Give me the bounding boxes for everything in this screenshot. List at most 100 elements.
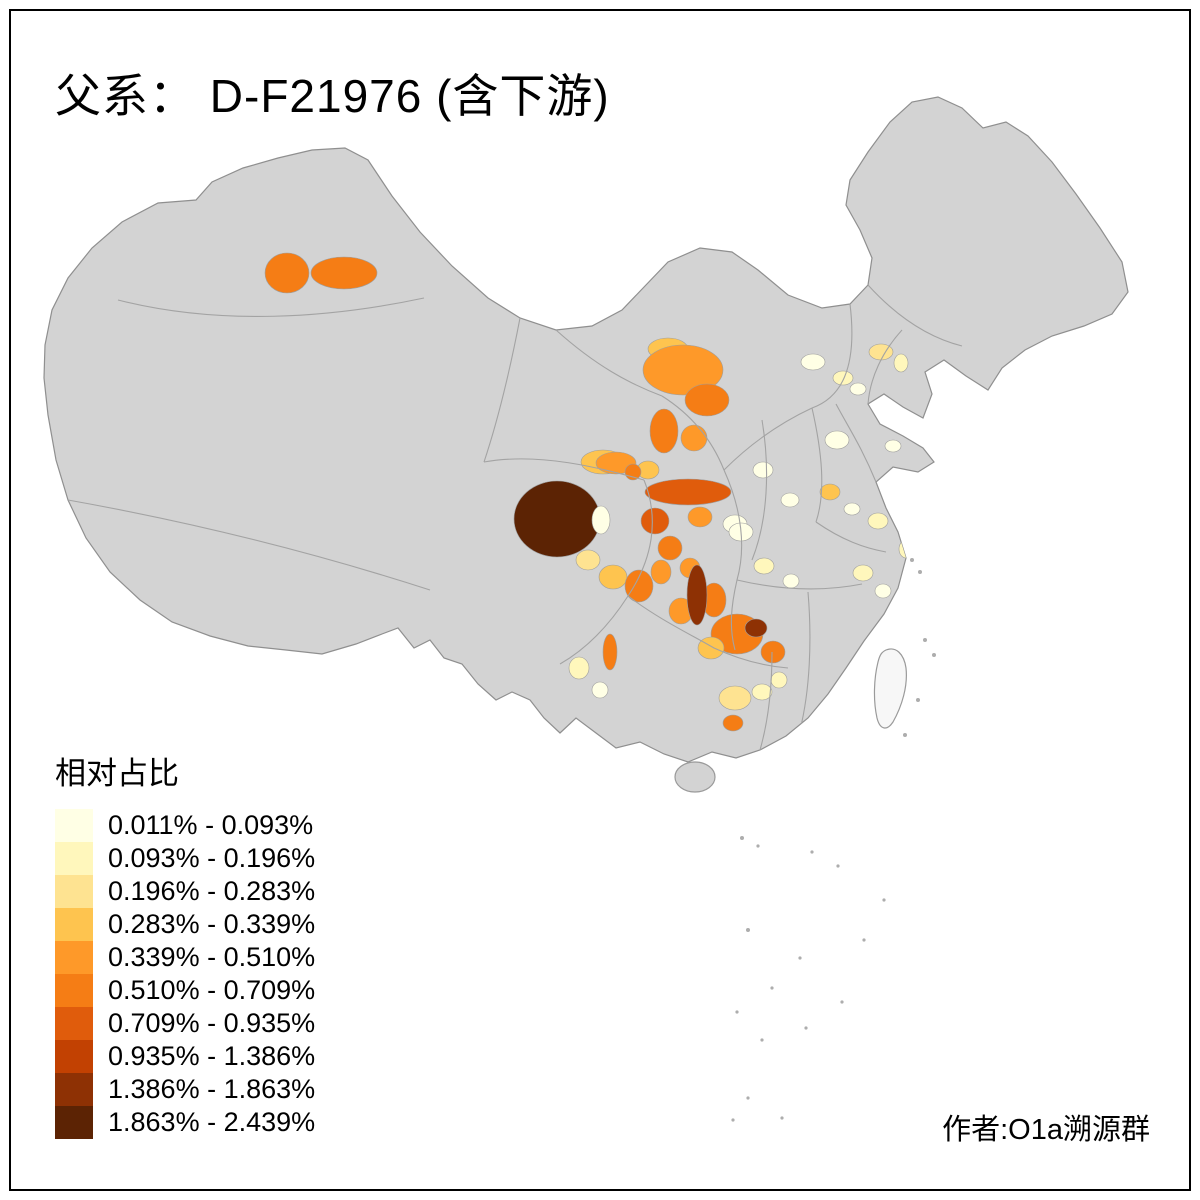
- legend-label: 0.196% - 0.283%: [108, 876, 316, 906]
- legend-label: 0.283% - 0.339%: [108, 909, 316, 939]
- island-dot: [746, 1096, 750, 1100]
- island-dot: [804, 1026, 808, 1030]
- province-border-line: [835, 403, 877, 483]
- province-border-line: [661, 395, 725, 471]
- legend-entry: 0.011% - 0.093%: [55, 809, 315, 842]
- map-region-patch: [642, 344, 724, 396]
- legend-swatch: [55, 974, 93, 1007]
- map-region-patch: [640, 507, 670, 535]
- map-region-patch: [602, 633, 618, 671]
- legend-label: 0.011% - 0.093%: [108, 810, 314, 840]
- province-border-line: [559, 479, 653, 665]
- china-mainland: [43, 96, 1129, 763]
- legend-swatch: [55, 1007, 93, 1040]
- legend-label: 0.093% - 0.196%: [108, 843, 316, 873]
- map-region-patch: [832, 370, 854, 386]
- island-dot: [862, 938, 866, 942]
- legend-entry: 0.510% - 0.709%: [55, 974, 315, 1007]
- province-border-line: [117, 297, 425, 317]
- province-border-line: [555, 329, 663, 397]
- island-dot: [760, 1038, 764, 1042]
- legend-entry: 0.935% - 1.386%: [55, 1040, 315, 1073]
- map-region-patch: [819, 483, 841, 501]
- province-borders: [67, 284, 963, 751]
- map-region-patch: [568, 656, 590, 680]
- map-region-patch: [686, 564, 708, 626]
- island-dot: [903, 733, 907, 737]
- island-dot: [840, 1000, 844, 1004]
- island-dot: [923, 638, 927, 642]
- map-region-patch: [697, 636, 725, 660]
- map-region-patch: [753, 557, 775, 575]
- map-region-patch: [657, 535, 683, 561]
- map-region-patch: [849, 382, 867, 396]
- legend-label: 0.935% - 1.386%: [108, 1041, 316, 1071]
- page-title: 父系： D-F21976 (含下游): [55, 70, 610, 122]
- taiwan-island: [873, 648, 907, 729]
- province-border-line: [759, 651, 773, 751]
- legend-swatch: [55, 1040, 93, 1073]
- map-region-patch: [264, 252, 310, 294]
- province-border-line: [723, 407, 813, 471]
- legend-swatch: [55, 875, 93, 908]
- credit-text: 作者:O1a溯源群: [942, 1114, 1150, 1146]
- map-region-patch: [624, 569, 654, 603]
- map-region-patch: [591, 681, 609, 699]
- province-border-line: [483, 317, 521, 463]
- south-china-sea-islands: [731, 558, 936, 1122]
- island-dot: [932, 653, 936, 657]
- map-region-patch: [649, 408, 679, 454]
- legend-swatch: [55, 842, 93, 875]
- island-dot: [756, 844, 760, 848]
- province-border-line: [811, 407, 823, 523]
- province-border-line: [867, 329, 903, 405]
- legend-title: 相对占比: [55, 756, 179, 791]
- island-dot: [735, 1010, 739, 1014]
- map-region-patch: [874, 583, 892, 599]
- province-border-line: [627, 595, 789, 669]
- map-region-patch: [718, 685, 752, 711]
- legend-label: 0.339% - 0.510%: [108, 942, 316, 972]
- island-dot: [916, 698, 920, 702]
- map-region-patch: [744, 618, 768, 638]
- legend-entries: 0.011% - 0.093% 0.093% - 0.196% 0.196% - 0…: [55, 809, 315, 1139]
- map-region-patch: [787, 738, 813, 756]
- province-border-line: [815, 521, 887, 553]
- province-border-line: [67, 499, 431, 591]
- map-region-patch: [687, 506, 713, 528]
- map-region-patch: [780, 492, 800, 508]
- island-dot: [910, 558, 914, 562]
- map-region-patch: [782, 573, 800, 589]
- island-dot: [918, 570, 922, 574]
- legend-entry: 0.093% - 0.196%: [55, 842, 315, 875]
- map-region-patch: [898, 539, 914, 559]
- map-region-patch: [893, 353, 909, 373]
- map-region-patch: [852, 564, 874, 582]
- island-dot: [836, 864, 840, 868]
- island-dot: [810, 850, 814, 854]
- map-region-patch: [684, 383, 730, 417]
- legend-swatch: [55, 908, 93, 941]
- legend-label: 1.863% - 2.439%: [108, 1107, 316, 1137]
- island-dot: [882, 898, 886, 902]
- legend-swatch: [55, 1106, 93, 1139]
- legend-label: 1.386% - 1.863%: [108, 1074, 316, 1104]
- legend-entry: 0.196% - 0.283%: [55, 875, 315, 908]
- map-region-patch: [513, 480, 601, 558]
- island-dot: [780, 1116, 784, 1120]
- legend-label: 0.510% - 0.709%: [108, 975, 316, 1005]
- legend-entry: 0.283% - 0.339%: [55, 908, 315, 941]
- island-dot: [746, 928, 750, 932]
- map-region-patch: [800, 353, 826, 371]
- legend-entry: 1.386% - 1.863%: [55, 1073, 315, 1106]
- legend-swatch: [55, 941, 93, 974]
- legend-entry: 0.709% - 0.935%: [55, 1007, 315, 1040]
- legend-entry: 0.339% - 0.510%: [55, 941, 315, 974]
- province-border-line: [483, 458, 645, 481]
- map-region-patch: [591, 505, 611, 535]
- map-region-patch: [751, 683, 773, 701]
- legend-swatch: [55, 809, 93, 842]
- province-border-line: [867, 284, 963, 347]
